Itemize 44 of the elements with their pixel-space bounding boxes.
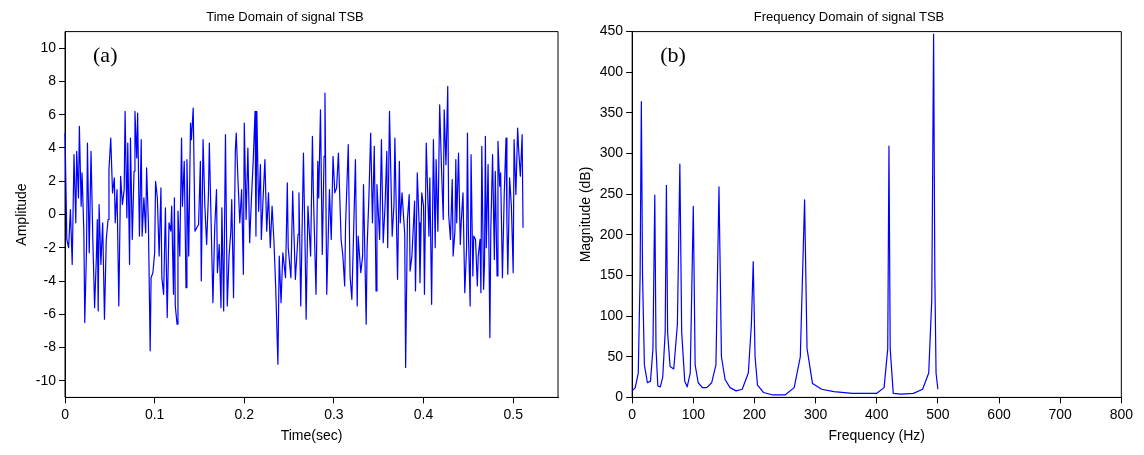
x-tick-label: 0.3: [324, 405, 344, 422]
x-tick-label: 100: [681, 405, 706, 422]
y-tick-label: 200: [599, 225, 624, 242]
chart-title: Frequency Domain of signal TSB: [753, 9, 945, 25]
y-tick-label: 100: [599, 306, 624, 323]
y-tick-label: 0: [48, 205, 57, 222]
y-tick-label: 350: [599, 103, 624, 120]
y-tick-label: 250: [599, 185, 624, 202]
y-tick-label: 2: [48, 172, 57, 189]
annotation: (a): [93, 42, 118, 68]
x-tick-label: 200: [742, 405, 767, 422]
y-tick-label: 8: [48, 72, 57, 89]
y-tick-label: 4: [48, 138, 57, 155]
x-tick-label: 0: [628, 405, 637, 422]
x-tick-label: 0.5: [503, 405, 524, 422]
x-tick-label: 0.4: [413, 405, 434, 422]
x-axis-title: Frequency (Hz): [828, 427, 925, 444]
y-tick-label: -6: [43, 305, 57, 322]
y-tick-label: -4: [43, 271, 57, 288]
y-tick-label: 50: [607, 347, 624, 364]
y-tick-label: -8: [43, 338, 57, 355]
y-axis-title: Magnitude (dB): [577, 166, 594, 263]
x-tick-label: 600: [987, 405, 1011, 422]
y-tick-label: 450: [599, 22, 624, 39]
annotation: (b): [660, 42, 686, 68]
y-tick-label: 150: [599, 266, 624, 283]
x-tick-label: 800: [1109, 405, 1134, 422]
y-tick-label: 10: [40, 39, 57, 56]
x-tick-label: 300: [803, 405, 828, 422]
y-tick-label: 6: [48, 105, 57, 122]
y-tick-label: -2: [43, 238, 57, 255]
x-axis-title: Time(sec): [280, 427, 343, 444]
y-axis-title: Amplitude: [13, 183, 30, 246]
x-tick-label: 700: [1048, 405, 1073, 422]
y-tick-label: 0: [615, 388, 624, 405]
x-tick-label: 0.1: [144, 405, 165, 422]
chart-title: Time Domain of signal TSB: [206, 9, 364, 25]
x-tick-label: 0: [61, 405, 70, 422]
y-tick-label: 300: [599, 144, 624, 161]
y-tick-label: 400: [599, 63, 624, 80]
x-tick-label: 0.2: [234, 405, 255, 422]
x-tick-label: 500: [926, 405, 950, 422]
y-tick-label: -10: [35, 371, 57, 388]
x-tick-label: 400: [865, 405, 889, 422]
